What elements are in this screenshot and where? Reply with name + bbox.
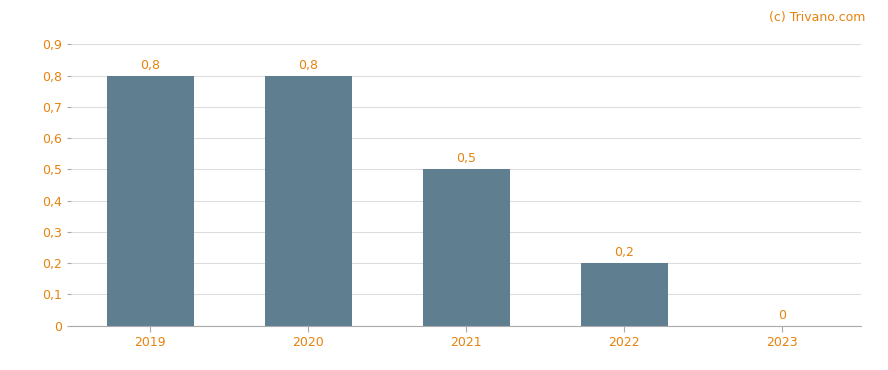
Bar bbox=[423, 169, 510, 326]
Bar bbox=[107, 75, 194, 326]
Text: 0,2: 0,2 bbox=[614, 246, 634, 259]
Text: 0,8: 0,8 bbox=[298, 58, 318, 71]
Text: (c) Trivano.com: (c) Trivano.com bbox=[769, 11, 866, 24]
Bar bbox=[265, 75, 352, 326]
Bar bbox=[581, 263, 668, 326]
Text: 0,8: 0,8 bbox=[140, 58, 161, 71]
Text: 0,5: 0,5 bbox=[456, 152, 476, 165]
Text: 0: 0 bbox=[778, 309, 786, 322]
